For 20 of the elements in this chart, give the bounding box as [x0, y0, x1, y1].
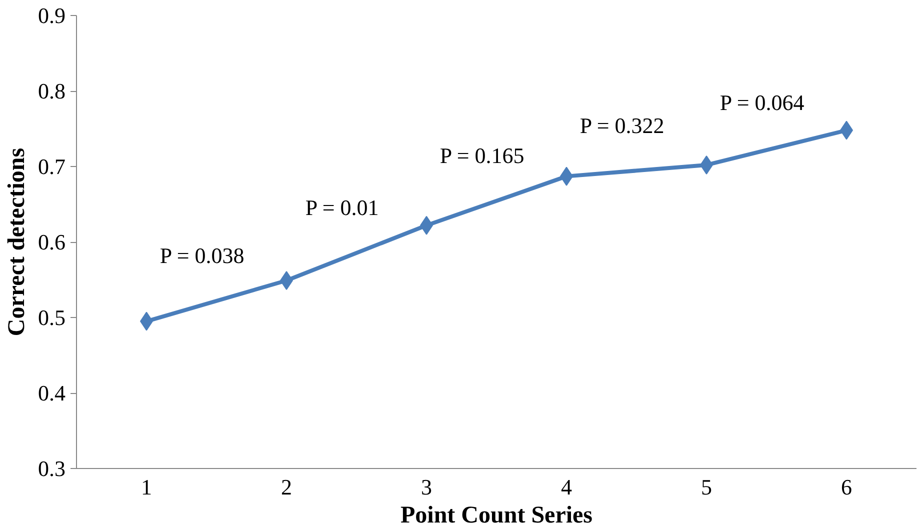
x-tick-label: 5: [701, 474, 712, 500]
x-tick-label: 3: [421, 474, 432, 500]
y-tick-label: 0.7: [38, 154, 66, 179]
annotation: P = 0.038: [160, 243, 244, 268]
y-tick-label: 0.9: [38, 3, 66, 28]
y-tick-label: 0.5: [38, 305, 66, 330]
y-tick-label: 0.6: [38, 230, 66, 254]
y-tick-label: 0.3: [38, 456, 66, 481]
x-tick-label: 4: [561, 474, 572, 500]
y-tick-label: 0.8: [38, 78, 66, 104]
annotation: P = 0.01: [305, 195, 379, 220]
x-tick-label: 2: [281, 474, 292, 500]
annotation: P = 0.165: [440, 143, 524, 168]
annotation: P = 0.064: [720, 90, 804, 115]
x-tick-label: 1: [141, 474, 152, 500]
y-tick-label: 0.4: [38, 380, 66, 406]
y-axis-title: Correct detections: [4, 148, 30, 336]
x-tick-label: 6: [841, 474, 852, 500]
annotation: P = 0.322: [580, 112, 664, 138]
x-axis-title: Point Count Series: [400, 502, 592, 528]
